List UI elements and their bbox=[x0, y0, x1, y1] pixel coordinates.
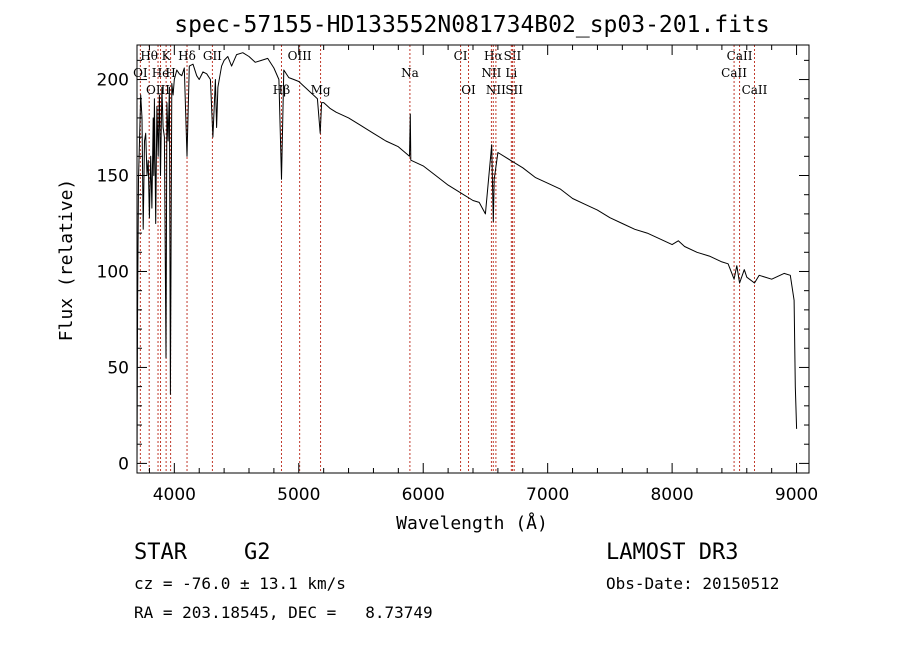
x-tick-label: 9000 bbox=[775, 485, 818, 505]
y-tick-label: 100 bbox=[97, 262, 129, 282]
line-label: Hδ bbox=[178, 49, 196, 63]
x-tick-label: 5000 bbox=[277, 485, 320, 505]
object-class: STAR bbox=[134, 540, 187, 565]
line-label: K bbox=[162, 49, 172, 63]
observation-date: Obs-Date: 20150512 bbox=[606, 574, 780, 593]
x-tick-label: 6000 bbox=[402, 485, 445, 505]
line-label: SII bbox=[505, 83, 523, 97]
chart-title: spec-57155-HD133552N081734B02_sp03-201.f… bbox=[174, 12, 769, 38]
line-label: CI bbox=[454, 49, 468, 63]
x-axis-label: Wavelength (Å) bbox=[396, 512, 548, 534]
y-tick-label: 150 bbox=[97, 167, 129, 187]
line-label: CaII bbox=[721, 66, 747, 80]
line-label: CaII bbox=[727, 49, 753, 63]
flux-line bbox=[136, 52, 798, 464]
line-label: GII bbox=[203, 49, 222, 63]
line-label: Mg bbox=[311, 83, 331, 97]
line-label: Na bbox=[401, 66, 419, 80]
survey-name: LAMOST DR3 bbox=[606, 540, 739, 565]
plot-frame bbox=[136, 44, 810, 474]
coordinates: RA = 203.18545, DEC = 8.73749 bbox=[134, 603, 433, 622]
flux-series bbox=[136, 52, 798, 464]
x-tick-label: 7000 bbox=[526, 485, 569, 505]
line-label: Li bbox=[505, 66, 517, 80]
axes: 4000 5000 6000 7000 8000 9000 0 50 100 150 200 bbox=[97, 45, 818, 505]
y-tick-label: 0 bbox=[118, 454, 129, 474]
line-label: CaII bbox=[742, 83, 768, 97]
line-label: NII bbox=[486, 83, 506, 97]
line-label: NII bbox=[481, 66, 501, 80]
y-tick-label: 50 bbox=[107, 358, 129, 378]
line-label: OIII bbox=[146, 83, 170, 97]
y-axis-label: Flux (relative) bbox=[56, 179, 77, 342]
redshift-cz: cz = -76.0 ± 13.1 km/s bbox=[134, 574, 346, 593]
line-label: OI bbox=[461, 83, 476, 97]
line-label: Hα bbox=[484, 49, 503, 63]
line-label: He bbox=[152, 66, 170, 80]
x-tick-label: 4000 bbox=[153, 485, 196, 505]
object-subclass: G2 bbox=[244, 540, 271, 565]
x-tick-label: 8000 bbox=[650, 485, 693, 505]
line-label: Hβ bbox=[273, 83, 290, 97]
line-label: Hθ bbox=[140, 49, 158, 63]
line-label: SII bbox=[504, 49, 522, 63]
line-label: OI bbox=[133, 66, 148, 80]
line-label: OIII bbox=[288, 49, 312, 63]
y-tick-label: 200 bbox=[97, 71, 129, 91]
line-label: H bbox=[165, 66, 175, 80]
